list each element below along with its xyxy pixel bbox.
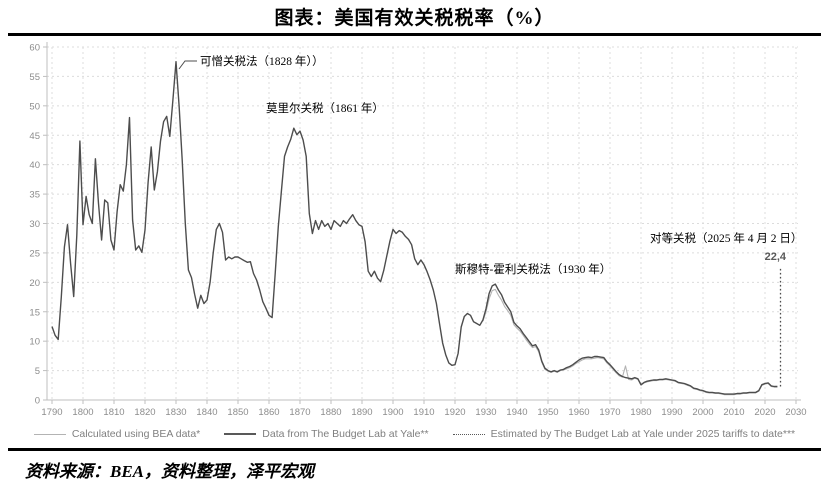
annotation-label: 对等关税（2025 年 4 月 2 日） [650, 231, 802, 245]
bottom-divider [8, 448, 821, 451]
x-tick-label: 2030 [785, 407, 806, 418]
x-tick-label: 1850 [227, 407, 248, 418]
x-tick-label: 1970 [599, 407, 620, 418]
x-tick-label: 1870 [289, 407, 310, 418]
y-tick-label: 10 [29, 337, 40, 348]
x-tick-label: 1840 [196, 407, 217, 418]
bea-line-sample-icon [33, 433, 66, 435]
top-divider [8, 33, 821, 36]
annotation-label: 莫里尔关税（1861 年） [266, 101, 384, 115]
x-tick-label: 1810 [103, 407, 124, 418]
legend-label-estimate: Estimated by The Budget Lab at Yale unde… [490, 428, 796, 440]
x-tick-label: 1940 [506, 407, 527, 418]
x-tick-label: 1830 [165, 407, 186, 418]
y-tick-label: 35 [29, 190, 40, 201]
chart-legend: Calculated using BEA data* Data from The… [0, 428, 829, 440]
x-tick-label: 1930 [475, 407, 496, 418]
x-tick-label: 1910 [413, 407, 434, 418]
yale-line-sample-icon [224, 433, 257, 435]
x-tick-label: 1990 [661, 407, 682, 418]
estimate-line-sample-icon [452, 433, 485, 435]
y-tick-label: 20 [29, 278, 40, 289]
x-tick-label: 1860 [258, 407, 279, 418]
legend-label-bea: Calculated using BEA data* [71, 428, 201, 440]
annotation-leader-line [178, 60, 197, 70]
x-tick-label: 1960 [568, 407, 589, 418]
y-tick-label: 45 [29, 131, 40, 142]
x-tick-label: 1800 [72, 407, 93, 418]
source-note: 资料来源：BEA，资料整理，泽平宏观 [25, 462, 315, 481]
x-tick-label: 1920 [444, 407, 465, 418]
chart-title: 图表：美国有效关税税率（%） [274, 8, 555, 29]
y-tick-label: 40 [29, 160, 40, 171]
chart-svg: 0 5 10 15 20 25 30 35 40 45 50 55 60 1790 1800 1810 1820… [29, 42, 807, 418]
y-tick-label: 50 [29, 101, 40, 112]
x-tick-label: 1890 [351, 407, 372, 418]
series-line-1 [51, 61, 778, 395]
y-tick-label: 60 [29, 43, 40, 54]
peak-value-label: 22,4 [765, 251, 787, 263]
y-tick-label: 5 [35, 366, 40, 377]
y-tick-label: 25 [29, 248, 40, 259]
x-tick-label: 2010 [723, 407, 744, 418]
x-tick-label: 1820 [134, 407, 155, 418]
x-tick-label: 2000 [692, 407, 713, 418]
x-tick-label: 1900 [382, 407, 403, 418]
y-tick-label: 55 [29, 72, 40, 83]
x-tick-label: 1790 [41, 407, 62, 418]
annotation-label: 可憎关税法（1828 年）） [200, 54, 324, 68]
legend-item-estimate: Estimated by The Budget Lab at Yale unde… [452, 428, 796, 440]
x-tick-label: 2020 [754, 407, 775, 418]
legend-item-yale: Data from The Budget Lab at Yale** [224, 428, 429, 440]
annotation-label: 斯穆特-霍利关税法（1930 年） [455, 262, 611, 276]
y-tick-label: 0 [35, 396, 40, 407]
y-tick-label: 30 [29, 219, 40, 230]
x-tick-label: 1980 [630, 407, 651, 418]
legend-item-bea: Calculated using BEA data* [33, 428, 201, 440]
x-tick-label: 1950 [537, 407, 558, 418]
legend-label-yale: Data from The Budget Lab at Yale** [262, 428, 429, 440]
x-tick-label: 1880 [320, 407, 341, 418]
y-tick-label: 15 [29, 307, 40, 318]
